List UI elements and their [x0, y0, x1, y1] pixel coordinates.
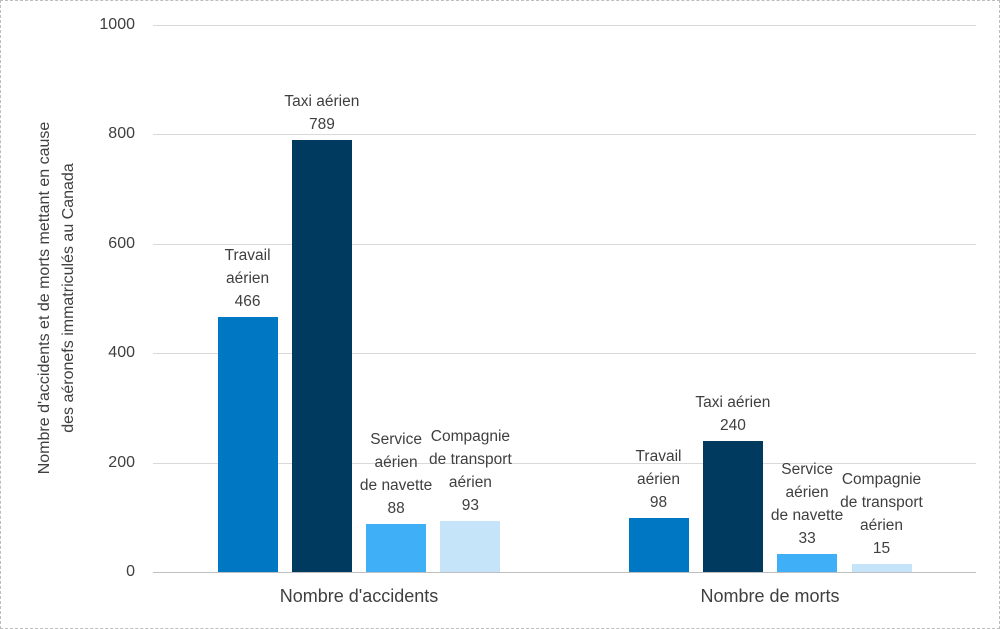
y-tick-label-1000: 1000 — [99, 16, 135, 33]
bar-compagnie-de-transport-aerien-nombre-d-accidents — [440, 521, 501, 572]
bar-label-taxi-aerien-nombre-d-accidents: Taxi aérien 789 — [284, 93, 360, 134]
gridline-1000 — [153, 25, 976, 26]
bar-service-aerien-de-navette-nombre-d-accidents — [366, 523, 427, 572]
bar-travail-aerien-nombre-d-accidents — [217, 317, 278, 572]
bar-label-service-aerien-de-navette-nombre-de-morts: Service aérien de navette 33 — [770, 460, 844, 547]
bar-label-compagnie-de-transport-aerien-nombre-d-accidents: Compagnie de transport aérien 93 — [429, 428, 512, 515]
bar-label-travail-aerien-nombre-de-morts: Travail aérien 98 — [635, 448, 682, 512]
gridline-400 — [153, 353, 976, 355]
bar-taxi-aerien-nombre-de-morts — [702, 440, 763, 572]
x-axis-line — [153, 572, 976, 573]
gridline-800 — [153, 134, 976, 136]
bar-compagnie-de-transport-aerien-nombre-de-morts — [851, 563, 912, 572]
bar-label-travail-aerien-nombre-d-accidents: Travail aérien 466 — [224, 247, 271, 311]
y-tick-label-600: 600 — [108, 234, 135, 252]
bar-taxi-aerien-nombre-d-accidents — [291, 140, 352, 572]
y-tick-label-400: 400 — [108, 344, 135, 362]
gridline-600 — [153, 243, 976, 245]
bar-label-taxi-aerien-nombre-de-morts: Taxi aérien 240 — [695, 393, 771, 434]
bar-label-service-aerien-de-navette-nombre-d-accidents: Service aérien de navette 88 — [359, 430, 433, 517]
bar-service-aerien-de-navette-nombre-de-morts — [777, 553, 838, 572]
bar-travail-aerien-nombre-de-morts — [628, 518, 689, 572]
y-tick-label-200: 200 — [108, 453, 135, 471]
y-tick-label-800: 800 — [108, 125, 135, 143]
bar-label-compagnie-de-transport-aerien-nombre-de-morts: Compagnie de transport aérien 15 — [840, 470, 923, 557]
y-tick-label-0: 0 — [126, 563, 135, 580]
x-category-label-accidents: Nombre d'accidents — [279, 586, 439, 606]
gridline-200 — [153, 462, 976, 464]
x-category-label-morts: Nombre de morts — [700, 586, 840, 606]
